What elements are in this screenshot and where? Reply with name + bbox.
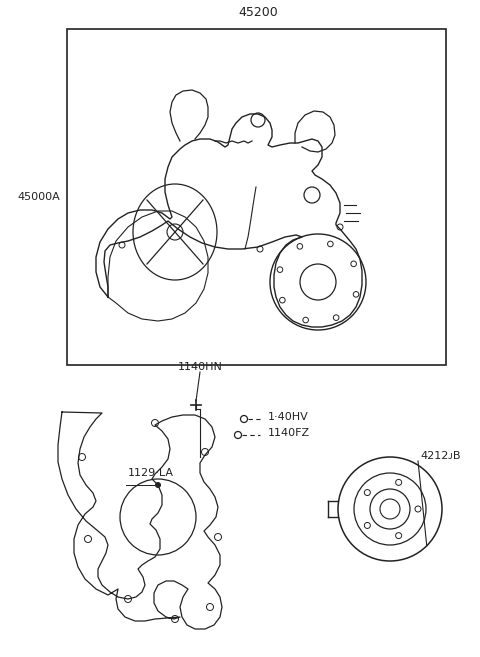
Circle shape (333, 315, 339, 321)
Circle shape (297, 244, 303, 249)
Text: 1140HN: 1140HN (178, 362, 222, 372)
Circle shape (277, 267, 283, 273)
Circle shape (327, 241, 333, 247)
Circle shape (415, 506, 421, 512)
Circle shape (240, 415, 248, 422)
Text: 1140FZ: 1140FZ (268, 428, 310, 438)
Circle shape (396, 480, 402, 486)
Text: 1·40HV: 1·40HV (268, 412, 309, 422)
Circle shape (156, 482, 160, 487)
Circle shape (364, 489, 371, 495)
Text: 45000A: 45000A (17, 192, 60, 202)
Bar (67, 29, 446, 365)
Circle shape (235, 432, 241, 438)
Text: 45200: 45200 (238, 6, 278, 19)
Circle shape (353, 292, 359, 297)
Circle shape (364, 522, 371, 528)
Circle shape (279, 298, 285, 303)
Circle shape (396, 533, 402, 539)
Text: 4212ᴊB: 4212ᴊB (420, 451, 460, 461)
Circle shape (351, 261, 357, 267)
Text: 1129·LA: 1129·LA (128, 468, 174, 478)
Circle shape (303, 317, 309, 323)
